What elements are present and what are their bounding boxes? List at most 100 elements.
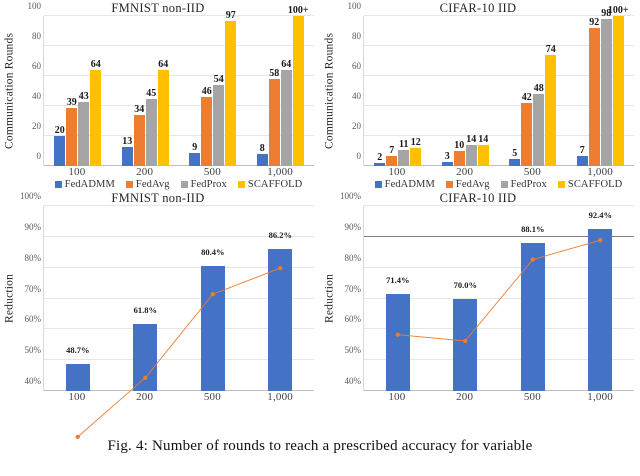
bar[interactable]: 12 [410,137,422,166]
bar[interactable]: 7 [576,145,588,166]
bar-group: 86.2% [247,206,315,391]
bar[interactable]: 13 [121,136,133,166]
plot-area: 20 39 43 64 13 34 45 64 9 46 54 97 8 58 64 100+ [43,5,314,166]
y-tick-label: 80% [344,252,362,263]
bar[interactable]: 7 [386,145,398,166]
plot-area: 2 7 11 12 3 10 14 14 5 42 48 74 7 92 98 100+ [363,5,634,166]
y-tick-label: 0 [356,151,362,161]
bar[interactable]: 92.4% [588,210,613,391]
legend-item[interactable]: SCAFFOLD [237,179,303,190]
legend-swatch-icon [557,181,565,188]
bar[interactable]: 100+ [608,5,629,166]
bar[interactable]: 58 [268,68,280,166]
bar[interactable]: 61.8% [133,305,158,391]
gridline [44,235,314,237]
chart-legend: FedADMM FedAvg FedProx SCAFFOLD [43,179,314,190]
legend-swatch-icon [180,181,188,188]
bar-value-label: 54 [213,74,224,85]
bar[interactable]: 86.2% [268,230,293,391]
bar-value-label: 45 [146,87,157,99]
gridline [364,359,634,361]
legend-item[interactable]: FedADMM [374,179,435,190]
bar-group: 88.1% [499,206,567,391]
x-tick-label: 100 [68,391,86,403]
bar-group: 2 7 11 12 [364,16,432,166]
legend-item[interactable]: SCAFFOLD [557,179,622,190]
bar[interactable]: 5 [509,148,521,166]
y-tick-label: 80% [24,252,42,263]
bar[interactable]: 42 [521,92,533,166]
chart-panel-reduction-fmnist: FMNIST non-IID Reduction 40% 50% 60% 70% 80%… [0,191,320,440]
x-tick-label: 200 [456,166,474,178]
bar-value-label: 71.4% [386,275,410,286]
bar-value-label: 7 [389,144,395,156]
y-tick-label: 100 [27,1,42,11]
bar[interactable]: 74 [545,44,557,166]
bar[interactable]: 70.0% [453,280,478,391]
bar[interactable]: 80.4% [200,247,225,391]
bar[interactable]: 46 [201,86,213,166]
bar[interactable]: 88.1% [520,224,545,391]
bar[interactable]: 8 [256,143,268,166]
bar[interactable]: 45 [145,88,157,166]
bar[interactable]: 10 [453,140,465,166]
bar[interactable]: 100+ [288,5,309,166]
legend-item[interactable]: FedAvg [445,179,490,190]
gridline [364,75,634,76]
bar-value-label: 42 [521,92,532,103]
gridline [364,105,634,106]
legend-item[interactable]: FedAvg [125,179,170,190]
bar[interactable]: 54 [213,74,225,166]
bar[interactable]: 98 [600,8,612,166]
bar-group: 71.4% [364,206,432,391]
y-tick-label: 60% [24,314,42,325]
bar[interactable]: 64 [280,59,292,166]
chart-title: FMNIST non-IID [111,1,205,15]
y-tick-label: 100% [20,191,41,201]
bar[interactable]: 48.7% [65,345,90,391]
bar-group: 13 34 45 64 [112,16,180,166]
bar[interactable]: 9 [189,142,201,166]
bar-group: 5 42 48 74 [499,16,567,166]
bar[interactable]: 39 [66,97,78,166]
bar[interactable]: 34 [133,104,145,166]
bar-value-label: 80.4% [201,247,225,258]
bar-value-label: 43 [78,90,89,102]
bar[interactable]: 14 [477,134,489,166]
legend-label: SCAFFOLD [247,179,303,190]
bar[interactable]: 97 [225,10,237,166]
legend-swatch-icon [500,181,508,188]
bar[interactable]: 11 [398,139,410,166]
gridline [44,105,314,106]
bar-value-label: 97 [225,9,236,21]
bar[interactable]: 92 [588,17,600,166]
bar-value-label: 3 [444,150,450,162]
bar[interactable]: 20 [54,125,66,166]
y-tick-label: 50% [344,345,362,356]
bottom-charts-row: FMNIST non-IID Reduction 40% 50% 60% 70% 80%… [0,191,640,440]
x-axis-ticks: 100 200 500 1,000 [43,166,314,178]
bar-value-label: 86.2% [268,229,292,240]
chart-title: FMNIST non-IID [111,191,205,205]
bar-groups: 48.7% 61.8% 80.4% 86.2% [44,206,314,391]
legend-item[interactable]: FedADMM [54,179,115,190]
bar[interactable]: 3 [441,151,453,166]
bar[interactable]: 71.4% [385,275,410,391]
y-tick-label: 100 [347,1,362,11]
bar[interactable]: 43 [78,91,90,166]
bar[interactable]: 48 [533,83,545,166]
bar-group: 3 10 14 14 [432,16,500,166]
bar[interactable]: 14 [465,134,477,166]
bar-value-label: 74 [545,44,556,55]
bar[interactable]: 2 [374,152,386,166]
gridline [44,45,314,46]
bar[interactable]: 64 [157,59,169,166]
legend-item[interactable]: FedProx [500,179,547,190]
legend-item[interactable]: FedProx [180,179,227,190]
bar-value-label: 34 [134,104,145,115]
legend-label: FedADMM [384,179,435,190]
bar-group: 61.8% [112,206,180,391]
bar[interactable]: 64 [90,59,102,166]
bar-value-label: 11 [399,138,409,150]
y-tick-label: 100% [340,191,361,201]
